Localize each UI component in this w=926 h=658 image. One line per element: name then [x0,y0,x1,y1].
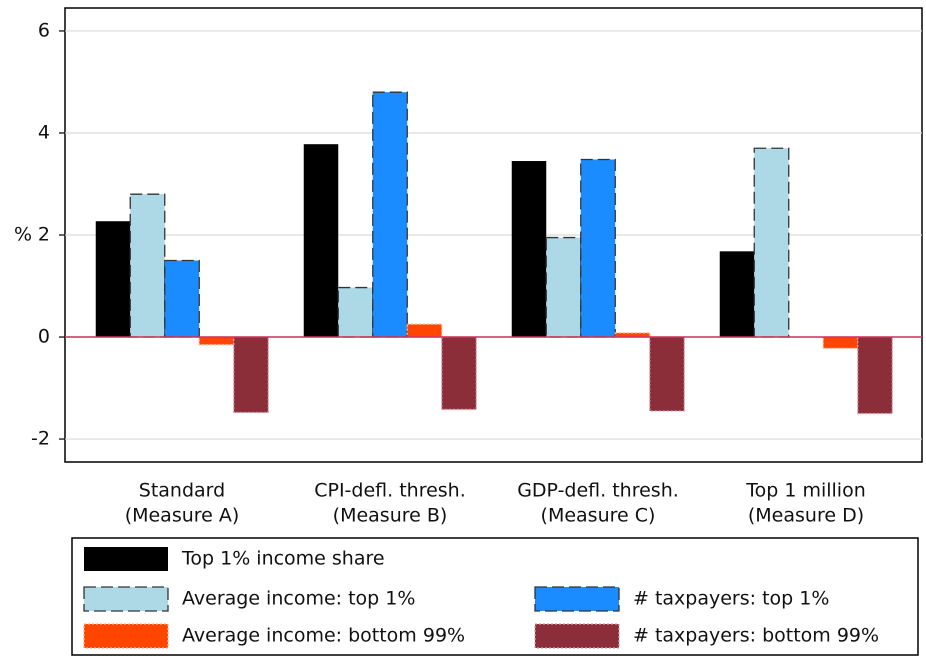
bar [649,336,685,412]
legend-label: Average income: bottom 99% [182,625,465,647]
legend-swatch [84,547,168,571]
bar [719,251,755,338]
x-tick-label: (Measure D) [748,505,864,527]
x-tick-label: CPI-defl. thresh. [314,480,466,502]
x-tick-label: (Measure B) [333,505,448,527]
x-tick-label: GDP-defl. thresh. [517,480,679,502]
bar [545,236,582,338]
legend-frame [71,537,919,656]
legend-swatch [534,623,620,649]
legend-label: Average income: top 1% [182,588,415,610]
x-tick-label: Top 1 million [745,480,866,502]
y-tick-label: 0 [38,326,50,348]
y-tick-label: -2 [31,428,50,450]
legend-label: Top 1% income share [181,548,385,570]
bar [822,336,859,349]
y-tick-label: 6 [38,19,50,41]
legend-swatch [534,586,620,612]
bar [857,336,893,415]
bar [303,144,339,338]
y-tick-label: 4 [38,121,50,143]
y-tick-label: 2 [38,224,50,246]
bar [372,91,408,338]
bar [129,193,166,338]
legend-swatch [83,586,169,612]
bar [337,286,374,338]
legend-label: # taxpayers: top 1% [633,588,829,610]
legend-swatch [83,623,169,649]
bar [95,221,131,338]
y-axis-label: % [14,224,32,246]
bar [511,161,547,338]
bar [580,158,616,338]
x-tick-label: (Measure A) [125,505,240,527]
bar [614,332,651,338]
bar [198,336,235,346]
legend-label: # taxpayers: bottom 99% [633,625,879,647]
bar [233,336,269,414]
x-tick-label: Standard [139,480,225,502]
x-tick-label: (Measure C) [541,505,656,527]
bar [406,323,443,338]
bar [164,259,200,338]
bar [753,147,790,338]
bar [441,336,477,411]
